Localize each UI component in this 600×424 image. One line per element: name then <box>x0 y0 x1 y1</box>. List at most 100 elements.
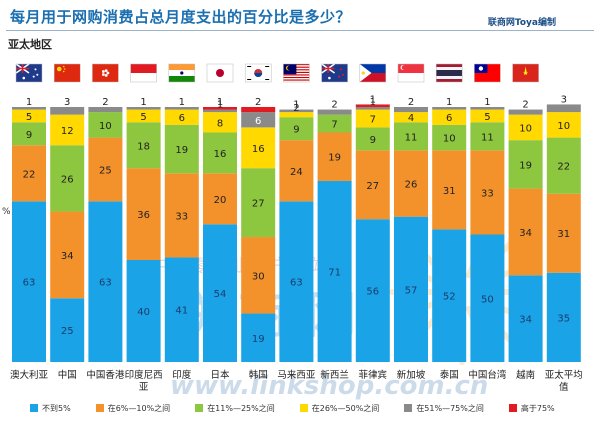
category-label: 中国台湾 <box>468 369 507 381</box>
bar-segment <box>50 211 85 299</box>
category-label: 亚 <box>139 382 149 393</box>
legend-swatch <box>195 404 204 412</box>
data-label: 10 <box>99 121 112 132</box>
bar-segment <box>203 109 237 113</box>
data-label: 2 <box>255 97 261 108</box>
legend-label: 高于75% <box>520 403 555 413</box>
bar-segment <box>164 109 199 125</box>
bar-segment <box>164 257 199 362</box>
bar-segment <box>508 109 543 115</box>
bar-segment <box>50 298 85 362</box>
bar-segment <box>432 124 467 151</box>
bar-segment <box>164 107 199 110</box>
data-label: 5 <box>26 112 32 123</box>
bar-segment <box>241 313 276 362</box>
data-label: 19 <box>175 145 188 156</box>
bar-segment <box>12 109 46 123</box>
bar-segment <box>12 122 46 146</box>
bar-segment <box>470 234 505 362</box>
bar-segment <box>12 145 46 202</box>
category-label: 新加坡 <box>397 369 426 381</box>
flag-south-korea-icon <box>244 63 272 83</box>
bar-group-8: 71 19 7 2 新西兰 <box>317 63 352 381</box>
flag-new-zealand-icon <box>321 63 348 83</box>
bar-segment <box>546 112 581 138</box>
data-label: 9 <box>26 130 32 141</box>
data-label: 10 <box>443 134 456 145</box>
data-label: 5 <box>484 112 490 123</box>
bar-segment <box>317 109 352 115</box>
data-label: 63 <box>99 278 112 289</box>
category-label: 泰国 <box>440 369 459 381</box>
data-label: 6 <box>179 113 185 124</box>
legend-item: 在51%—75%之间 <box>404 403 484 414</box>
bar-segment <box>88 201 123 362</box>
category-label: 韩国 <box>249 369 268 381</box>
bar-segment <box>394 122 428 151</box>
chart-title: 每月用于网购消费占总月度支出的百分比是多少？ <box>10 8 352 26</box>
data-label: 34 <box>519 228 532 239</box>
bar-segment <box>394 112 428 123</box>
bar-segment <box>203 112 237 133</box>
bar-segment <box>355 107 390 110</box>
flag-thailand-icon <box>435 63 463 83</box>
data-label: 10 <box>557 121 570 132</box>
data-label: 33 <box>175 211 188 222</box>
category-label: 菲律宾 <box>359 369 388 381</box>
legend-swatch <box>508 404 517 412</box>
bar-segment <box>241 237 276 314</box>
bar-segment <box>126 122 161 169</box>
bar-segment <box>279 109 314 113</box>
data-label: 41 <box>175 306 188 317</box>
bar-segment <box>50 145 85 212</box>
data-label: 33 <box>481 188 494 199</box>
bar-segment <box>470 107 505 110</box>
legend-label: 在26%—50%之间 <box>311 403 380 413</box>
data-label: 19 <box>519 160 532 171</box>
bar-segment <box>279 117 314 141</box>
data-label: 10 <box>519 123 532 134</box>
data-label: 40 <box>137 307 150 318</box>
bar-group-13: 34 34 19 10 2 越南 <box>508 63 543 381</box>
data-label: 50 <box>481 294 494 305</box>
data-label: 18 <box>137 141 150 152</box>
legend-label: 在51%—75%之间 <box>416 403 484 413</box>
bar-segment <box>241 107 276 113</box>
bar-segment <box>50 107 85 115</box>
region-label: 亚太地区 <box>8 38 52 51</box>
legend-item: 在6%—10%之间 <box>95 403 171 414</box>
bar-segment <box>508 140 543 189</box>
legend-item: 在11%—25%之间 <box>195 403 275 414</box>
category-label: 值 <box>559 381 569 393</box>
category-label: 印度尼西 <box>125 369 163 381</box>
chart-legend: 不到5% 在6%—10%之间 在11%—25%之间 在26%—50%之间 在51%—75… <box>30 400 590 416</box>
title-divider <box>6 30 594 31</box>
flag-vietnam-icon <box>512 63 539 83</box>
data-label: 2 <box>293 103 299 114</box>
legend-swatch <box>95 404 104 412</box>
data-label: 6 <box>255 116 261 127</box>
data-label: 2 <box>102 97 108 108</box>
data-label: 25 <box>99 165 112 176</box>
bar-segment <box>355 127 390 151</box>
legend-item: 不到5% <box>30 403 71 414</box>
bar-segment <box>432 150 467 230</box>
bar-segment <box>50 114 85 146</box>
category-label: 印度 <box>172 369 192 381</box>
bar-segment <box>164 173 199 258</box>
legend-label: 在6%—10%之间 <box>107 403 171 413</box>
legend-item: 在26%—50%之间 <box>299 403 380 414</box>
bar-segment <box>394 107 428 113</box>
data-label: 16 <box>252 144 265 155</box>
data-label: 27 <box>252 199 265 210</box>
bar-segment <box>203 132 237 174</box>
bar-segment <box>546 272 581 362</box>
bar-segment <box>126 109 161 123</box>
legend-swatch <box>30 404 38 412</box>
data-label: 71 <box>328 267 341 278</box>
data-label: 25 <box>61 326 74 337</box>
data-label: 34 <box>61 251 74 262</box>
